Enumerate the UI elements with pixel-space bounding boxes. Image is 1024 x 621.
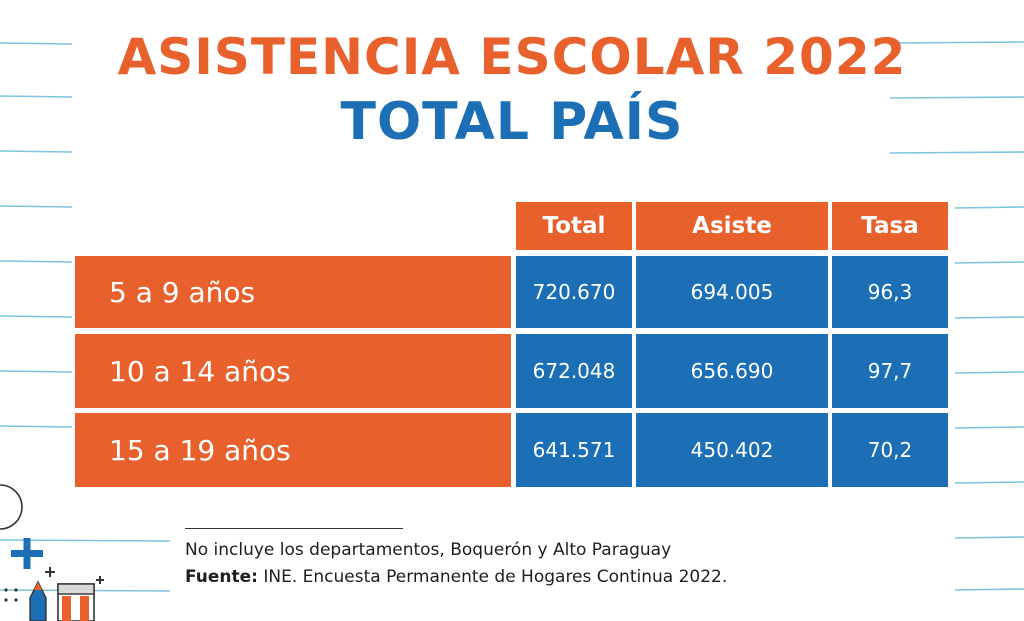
footnote-divider — [185, 528, 403, 529]
row-label-15-19: 15 a 19 años — [75, 413, 511, 487]
notebook-line — [0, 42, 73, 45]
footnotes: No incluye los departamentos, Boquerón y… — [185, 537, 727, 591]
notebook-line — [0, 95, 73, 98]
pencil-icon — [29, 580, 47, 621]
footnote-source: Fuente: INE. Encuesta Permanente de Hoga… — [185, 564, 727, 591]
column-header-total: Total — [516, 202, 632, 250]
column-header-asiste: Asiste — [636, 202, 828, 250]
notebook-line — [0, 205, 73, 208]
row-label-5-9: 5 a 9 años — [75, 256, 511, 328]
cell-tasa-5-9: 96,3 — [832, 256, 948, 328]
notebook-line — [0, 150, 73, 153]
notebook-line — [954, 206, 1024, 209]
notebook-line — [954, 261, 1024, 264]
plus-small-icon — [45, 567, 104, 584]
cell-total-10-14: 672.048 — [516, 334, 632, 408]
cell-tasa-10-14: 97,7 — [832, 334, 948, 408]
notebook-line — [889, 96, 1024, 99]
notebook-line — [889, 151, 1024, 154]
notebook-line — [954, 371, 1024, 374]
notebook-line — [0, 315, 73, 318]
cell-asiste-10-14: 656.690 — [636, 334, 828, 408]
chart-subtitle: TOTAL PAÍS — [340, 92, 684, 152]
notebook-line — [0, 370, 73, 373]
source-label: Fuente: — [185, 567, 258, 587]
notebook-line — [954, 588, 1024, 591]
plus-icon — [11, 538, 43, 569]
cell-total-5-9: 720.670 — [516, 256, 632, 328]
dots-icon — [4, 588, 18, 602]
cell-asiste-15-19: 450.402 — [636, 413, 828, 487]
notebook-line — [954, 316, 1024, 319]
notebook-line — [0, 425, 73, 428]
column-header-tasa: Tasa — [832, 202, 948, 250]
notebook-line — [954, 481, 1024, 484]
footnote-exclusion: No incluye los departamentos, Boquerón y… — [185, 540, 672, 560]
circle-outline-icon — [0, 484, 23, 530]
school-supplies-decoration — [0, 484, 104, 621]
notebook-line — [0, 260, 73, 263]
notebook-line — [889, 41, 1024, 44]
notebook-line — [954, 426, 1024, 429]
cell-total-15-19: 641.571 — [516, 413, 632, 487]
row-label-10-14: 10 a 14 años — [75, 334, 511, 408]
cell-tasa-15-19: 70,2 — [832, 413, 948, 487]
eraser-icon — [57, 583, 95, 621]
chart-title: ASISTENCIA ESCOLAR 2022 — [117, 28, 907, 86]
cell-asiste-5-9: 694.005 — [636, 256, 828, 328]
notebook-line — [954, 536, 1024, 539]
source-text: INE. Encuesta Permanente de Hogares Cont… — [257, 567, 728, 587]
